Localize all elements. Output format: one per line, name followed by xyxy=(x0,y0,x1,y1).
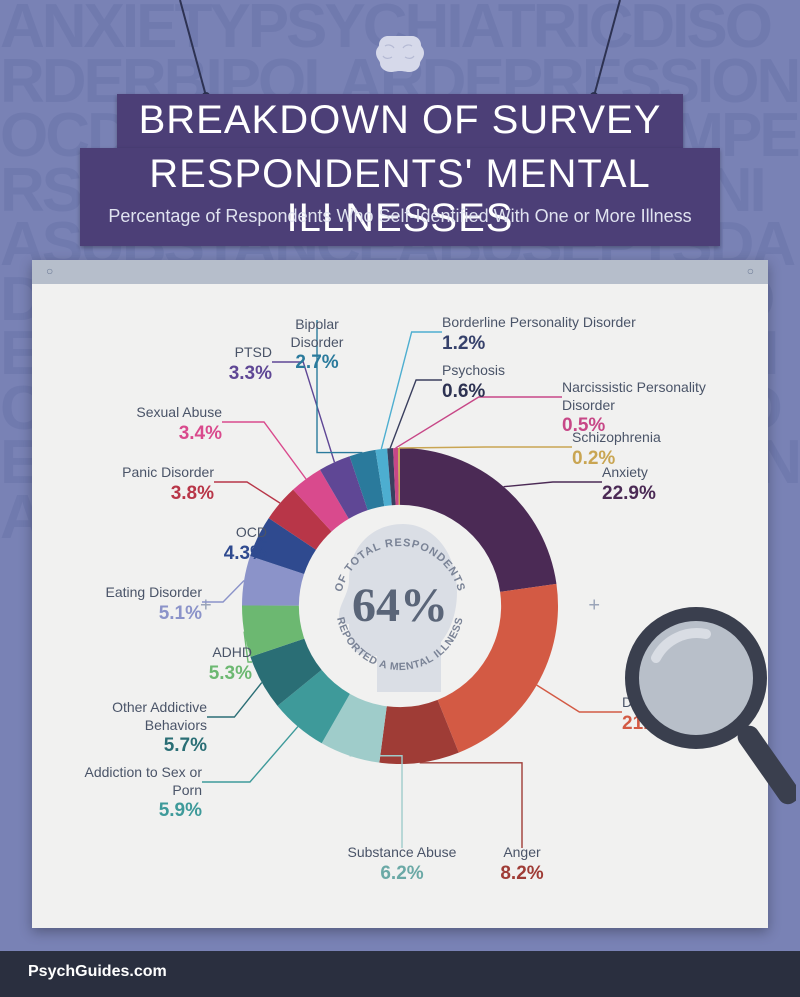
segment-label-name: Narcissistic Personality Disorder xyxy=(562,379,742,414)
segment-label-name: Borderline Personality Disorder xyxy=(442,314,662,332)
subtitle: Percentage of Respondents Who Self-Ident… xyxy=(0,206,800,227)
segment-label-pct: 0.2% xyxy=(572,447,712,471)
segment-label-name: Addiction to Sex or Porn xyxy=(72,764,202,799)
center-percent-value: 64% xyxy=(300,582,500,630)
segment-label-pct: 1.2% xyxy=(442,332,662,356)
segment-label-name: ADHD xyxy=(112,644,252,662)
segment-label: PTSD3.3% xyxy=(132,344,272,385)
leader-line xyxy=(396,397,562,448)
leader-line xyxy=(381,332,442,449)
segment-label-name: Eating Disorder xyxy=(62,584,202,602)
crosshair-right-icon: + xyxy=(588,595,600,618)
footer-attribution: PsychGuides.com xyxy=(0,951,800,997)
segment-label: Panic Disorder3.8% xyxy=(74,464,214,505)
segment-label-pct: 5.1% xyxy=(62,602,202,626)
segment-label-pct: 22.9% xyxy=(602,482,742,506)
segment-label-name: Substance Abuse xyxy=(332,844,472,862)
segment-label-name: Sexual Abuse xyxy=(82,404,222,422)
segment-label: Eating Disorder5.1% xyxy=(62,584,202,625)
segment-label: ADHD5.3% xyxy=(112,644,252,685)
leader-line xyxy=(420,763,522,848)
center-percent: 64% xyxy=(300,582,500,630)
leader-line xyxy=(350,756,402,848)
segment-label-name: OCD xyxy=(127,524,267,542)
segment-label: Sexual Abuse3.4% xyxy=(82,404,222,445)
chart-panel: OF TOTAL RESPONDENTS REPORTED A MENTAL I… xyxy=(32,260,768,928)
segment-label: Schizophrenia0.2% xyxy=(572,429,712,470)
segment-label-name: Schizophrenia xyxy=(572,429,712,447)
segment-label-pct: 5.7% xyxy=(72,734,207,758)
segment-label: Addiction to Sex or Porn5.9% xyxy=(72,764,202,823)
segment-label-pct: 3.3% xyxy=(132,362,272,386)
leader-line xyxy=(390,380,442,448)
title-line-1: Breakdown of Survey xyxy=(117,94,684,148)
segment-label-name: PTSD xyxy=(132,344,272,362)
segment-label-pct: 8.2% xyxy=(452,862,592,886)
segment-label-pct: 3.8% xyxy=(74,482,214,506)
segment-label-pct: 5.3% xyxy=(112,662,252,686)
segment-label-name: Panic Disorder xyxy=(74,464,214,482)
segment-label-name: Anger xyxy=(452,844,592,862)
title-line-2: Respondents' Mental Illnesses xyxy=(80,148,720,246)
brain-icon xyxy=(370,30,430,78)
segment-label-name: Other Addictive Behaviors xyxy=(72,699,207,734)
segment-label: Borderline Personality Disorder1.2% xyxy=(442,314,662,355)
segment-label-pct: 3.4% xyxy=(82,422,222,446)
segment-label: Other Addictive Behaviors5.7% xyxy=(72,699,207,758)
segment-label-pct: 6.2% xyxy=(332,862,472,886)
segment-label: Substance Abuse6.2% xyxy=(332,844,472,885)
segment-label-name: Bipolar Disorder xyxy=(272,316,362,351)
segment-label-pct: 5.9% xyxy=(72,799,202,823)
segment-label: Anger8.2% xyxy=(452,844,592,885)
segment-label: Bipolar Disorder2.7% xyxy=(272,316,362,375)
donut-segment xyxy=(400,448,556,592)
chart-area: OF TOTAL RESPONDENTS REPORTED A MENTAL I… xyxy=(32,284,768,928)
segment-label: OCD4.3% xyxy=(127,524,267,565)
segment-label-pct: 2.7% xyxy=(272,351,362,375)
magnifying-glass-icon xyxy=(616,598,796,818)
segment-label-pct: 0.6% xyxy=(442,380,582,404)
segment-label-name: Psychosis xyxy=(442,362,582,380)
segment-label-pct: 4.3% xyxy=(127,542,267,566)
segment-label: Psychosis0.6% xyxy=(442,362,582,403)
panel-header xyxy=(32,260,768,284)
